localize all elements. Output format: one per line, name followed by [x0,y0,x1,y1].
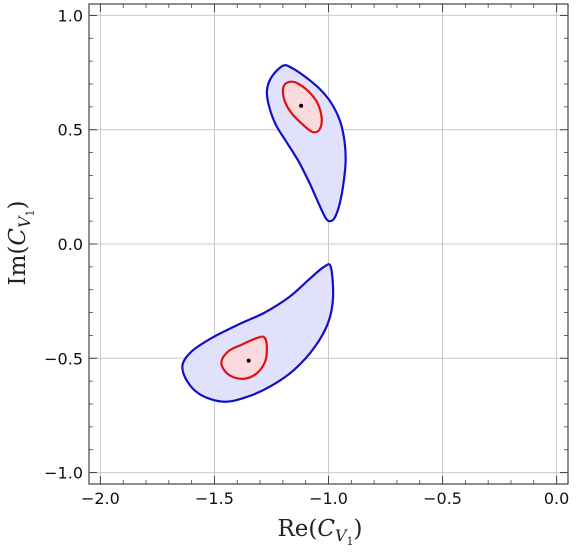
y-tick-label: 0.5 [58,121,83,140]
best-fit-point-lower [246,358,251,363]
x-tick-label: −2.0 [81,489,120,508]
y-axis-label: Im(CV1) [5,200,37,285]
y-tick-label: 0.0 [58,235,83,254]
best-fit-point-upper [299,103,304,108]
x-tick-label: −1.0 [309,489,348,508]
y-tick-label: 1.0 [58,6,83,25]
outer-contour-lower [181,263,335,403]
contour-regions [181,64,347,403]
axis-ticks: −2.0 −1.5 −1.0 −0.5 0.0 1.0 0.5 0.0 −0.5 −1.0 [44,4,569,508]
gridlines [89,4,568,484]
x-axis-label: Re(CV1) [277,516,362,548]
y-tick-label: −1.0 [44,464,83,483]
y-tick-label: −0.5 [44,349,83,368]
x-tick-label: −1.5 [195,489,234,508]
x-tick-label: 0.0 [544,489,569,508]
inner-contour-lower [220,335,268,380]
x-tick-label: −0.5 [423,489,462,508]
